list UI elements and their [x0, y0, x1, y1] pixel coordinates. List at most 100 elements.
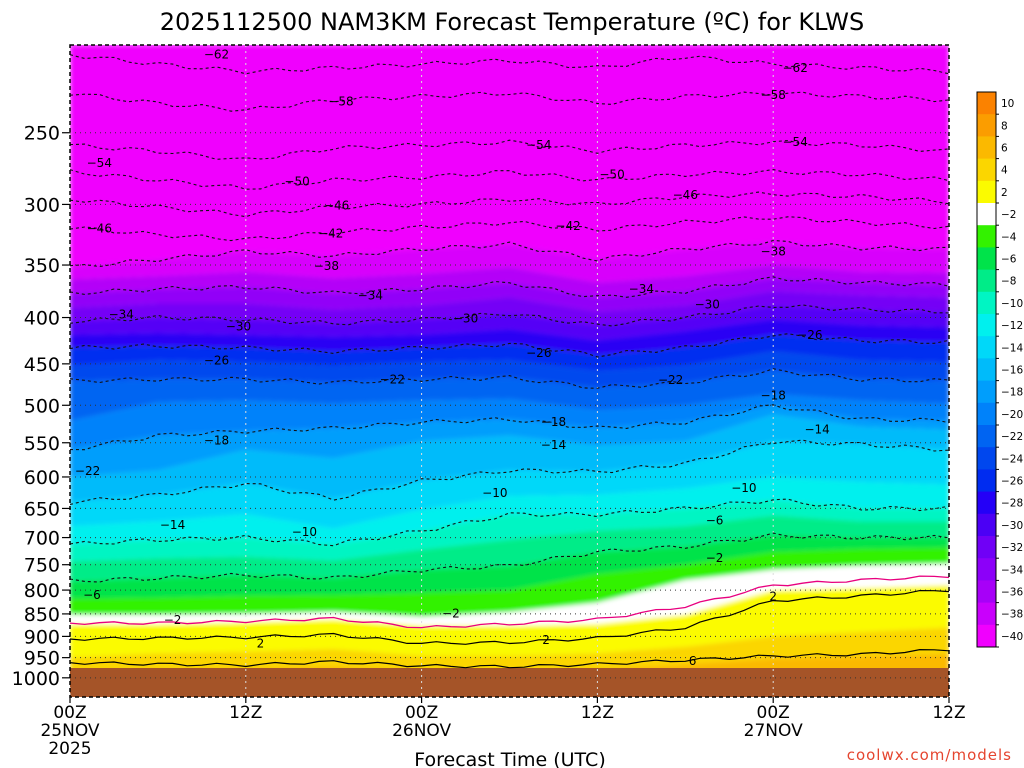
contour-label: −38 — [314, 259, 339, 273]
colorbar-label: −12 — [1001, 320, 1023, 332]
ground-below-surface — [70, 668, 949, 697]
colorbar-swatch — [977, 513, 996, 537]
temperature-band — [70, 319, 949, 355]
x-tick-label: 00Z — [53, 703, 86, 723]
temperature-band — [70, 405, 949, 477]
contour-label: −50 — [284, 174, 309, 188]
contour-label: −46 — [87, 222, 112, 236]
colorbar-label: −4 — [1001, 231, 1017, 243]
chart-title: 2025112500 NAM3KM Forecast Temperature (… — [160, 8, 865, 36]
contour-label: −46 — [673, 188, 698, 202]
contour-label: −62 — [204, 48, 229, 62]
contour-label: −2 — [706, 551, 724, 565]
colorbar-label: −22 — [1001, 431, 1023, 443]
isotherm-dashed — [70, 191, 949, 218]
contour-label: −58 — [761, 88, 786, 102]
colorbar-label: 6 — [1001, 143, 1008, 155]
colorbar-swatch — [977, 580, 996, 604]
y-tick-label: 850 — [24, 604, 60, 626]
colorbar-swatch — [977, 380, 996, 404]
contour-label: −38 — [761, 244, 786, 258]
y-tick-label: 650 — [24, 498, 60, 520]
colorbar-swatch — [977, 447, 996, 470]
x-tick-label: 00Z — [405, 703, 438, 723]
colorbar-swatch — [977, 225, 996, 248]
temperature-band — [70, 291, 949, 326]
colorbar-swatch — [977, 624, 996, 648]
colorbar-swatch — [977, 114, 996, 137]
y-tick-label: 400 — [24, 308, 60, 330]
contour-label: −34 — [109, 308, 134, 322]
contour-label: −62 — [783, 61, 808, 75]
isotherm-dashed — [70, 498, 949, 547]
contour-labels: −62−62−58 −58−54−54 −54−50−50−46−46−46 −42−… — [75, 48, 830, 668]
isotherm-dashed — [70, 333, 949, 358]
watermark: coolwx.com/models — [847, 746, 1012, 764]
temperature-band — [70, 563, 949, 626]
contour-label: −22 — [658, 373, 683, 387]
contour-label: −22 — [75, 464, 100, 478]
isotherm-solid — [70, 589, 949, 645]
colorbar-label: −32 — [1001, 542, 1023, 554]
contour-label: −14 — [160, 518, 185, 532]
y-tick-label: 600 — [24, 467, 60, 489]
temperature-band — [70, 535, 949, 599]
colorbar-label: −6 — [1001, 254, 1017, 266]
colorbar-swatch — [977, 269, 996, 293]
colorbar-swatch — [977, 180, 996, 204]
x-tick-sublabel: 2025 — [48, 739, 91, 759]
y-tick-label: 700 — [24, 528, 60, 550]
colorbar-label: −28 — [1001, 498, 1023, 510]
colorbar-label: 8 — [1001, 120, 1008, 132]
isotherm-dashed — [70, 239, 949, 268]
colorbar-swatch — [977, 158, 996, 182]
contour-label: 2 — [542, 633, 550, 647]
plot-frame — [69, 44, 950, 698]
colorbar-label: −36 — [1001, 587, 1023, 599]
colorbar-label: −16 — [1001, 365, 1023, 377]
temperature-band — [70, 278, 949, 312]
colorbar-label: −34 — [1001, 564, 1023, 576]
temperature-band — [70, 515, 949, 582]
y-tick-label: 800 — [24, 580, 60, 602]
temperature-band — [70, 414, 949, 503]
contour-label: −22 — [380, 372, 405, 386]
temperature-band — [70, 547, 949, 617]
contour-label: −46 — [324, 199, 349, 213]
y-tick-label: 500 — [24, 395, 60, 417]
colorbar-label: −20 — [1001, 409, 1023, 421]
contour-label: −54 — [87, 156, 112, 170]
colorbar-label: −40 — [1001, 631, 1023, 643]
x-tick-sublabel: 26NOV — [392, 721, 451, 741]
colorbar-swatch — [977, 314, 996, 337]
isotherm-dashed — [70, 439, 949, 506]
colorbar-label: −38 — [1001, 609, 1023, 621]
colorbar-swatch — [977, 247, 996, 271]
plot-area: −62−62−58 −58−54−54 −54−50−50−46−46−46 −42−… — [70, 45, 949, 697]
contour-label: −18 — [761, 389, 786, 403]
colorbar-label: −24 — [1001, 453, 1023, 465]
contour-label: 6 — [689, 654, 697, 668]
isotherm-dashed — [70, 304, 949, 327]
y-axis: 2503003504004505005506006507007508008509… — [12, 123, 70, 690]
contour-label: −2 — [164, 613, 182, 627]
temperature-band — [70, 394, 949, 450]
y-tick-label: 1000 — [12, 668, 60, 690]
contour-label: −6 — [83, 588, 101, 602]
colorbar-label: 10 — [1001, 98, 1014, 110]
y-tick-label: 250 — [24, 123, 60, 145]
x-tick-label: 12Z — [229, 703, 262, 723]
colorbar-label: −14 — [1001, 342, 1023, 354]
contour-label: −18 — [541, 415, 566, 429]
contour-label: 2 — [257, 637, 265, 651]
contour-label: −34 — [629, 282, 654, 296]
isotherm-dashed — [70, 276, 949, 298]
colorbar-swatch — [977, 491, 996, 515]
contour-label: −34 — [358, 288, 383, 302]
temperature-fill — [70, 45, 949, 697]
x-tick-label: 12Z — [932, 703, 965, 723]
contour-label: −54 — [783, 135, 808, 149]
